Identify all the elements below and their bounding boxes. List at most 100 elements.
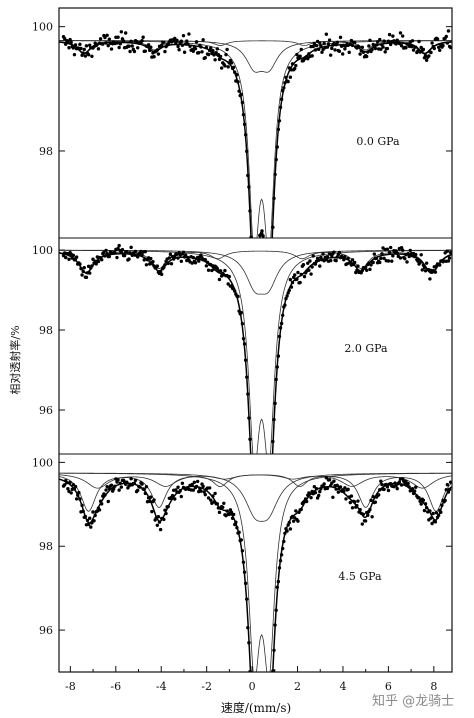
data-point xyxy=(124,31,128,35)
data-point xyxy=(195,479,200,484)
data-point xyxy=(265,272,268,275)
data-point xyxy=(421,47,426,52)
data-point xyxy=(423,502,428,506)
component-curve xyxy=(59,472,452,522)
data-point xyxy=(235,526,239,530)
data-point xyxy=(88,271,92,275)
data-point xyxy=(337,250,342,255)
data-point xyxy=(383,50,387,54)
data-point xyxy=(96,47,101,51)
data-point xyxy=(448,480,452,484)
data-point xyxy=(247,185,251,189)
data-point xyxy=(152,498,156,502)
data-point xyxy=(299,507,303,512)
data-point xyxy=(307,52,311,56)
data-point xyxy=(370,47,374,52)
data-point xyxy=(223,268,227,273)
data-point xyxy=(176,44,180,49)
data-point xyxy=(344,497,348,501)
data-point xyxy=(317,493,321,498)
data-point xyxy=(129,477,133,481)
x-tick-label: -6 xyxy=(110,680,121,693)
data-point xyxy=(163,508,167,512)
data-point xyxy=(128,49,132,54)
data-point xyxy=(261,234,265,238)
data-point xyxy=(325,255,330,259)
data-point xyxy=(307,268,311,272)
data-point xyxy=(98,37,103,41)
data-point xyxy=(319,44,323,48)
data-point xyxy=(209,498,213,502)
data-point xyxy=(368,267,372,272)
data-point xyxy=(186,42,190,46)
data-point xyxy=(142,487,146,492)
data-point xyxy=(378,488,382,492)
data-point xyxy=(226,65,230,69)
data-point xyxy=(334,258,338,263)
data-point xyxy=(116,478,120,482)
data-point xyxy=(116,246,120,251)
data-point xyxy=(122,253,127,258)
data-point xyxy=(368,38,372,43)
data-point xyxy=(191,49,195,53)
data-point xyxy=(243,581,248,586)
data-point xyxy=(264,486,267,489)
data-point xyxy=(119,485,124,489)
data-point xyxy=(424,505,429,510)
data-point xyxy=(328,484,333,488)
data-point xyxy=(313,262,318,266)
data-point xyxy=(105,33,109,37)
data-point xyxy=(83,514,88,519)
data-point xyxy=(350,43,355,48)
data-point xyxy=(91,257,95,261)
data-point xyxy=(295,277,299,281)
data-point xyxy=(337,49,342,53)
data-point xyxy=(258,462,261,465)
data-point xyxy=(309,272,313,276)
data-point xyxy=(259,686,262,689)
data-point xyxy=(447,256,452,260)
data-point xyxy=(113,484,117,488)
data-point xyxy=(299,272,303,277)
data-point xyxy=(332,250,336,254)
data-point xyxy=(429,50,433,55)
data-point xyxy=(306,57,310,61)
data-point xyxy=(163,49,167,54)
data-point xyxy=(155,264,160,268)
data-point xyxy=(275,585,279,589)
data-point xyxy=(355,503,359,508)
data-point xyxy=(261,685,264,688)
data-point xyxy=(407,254,411,259)
data-point xyxy=(436,513,441,518)
data-point xyxy=(422,265,427,270)
data-point xyxy=(98,499,103,503)
data-point xyxy=(239,92,243,97)
data-point xyxy=(118,42,122,46)
data-point xyxy=(403,256,407,261)
data-point xyxy=(116,35,120,39)
data-point xyxy=(149,256,153,261)
panel-label: 4.5 GPa xyxy=(338,570,382,583)
data-point xyxy=(193,261,198,265)
data-point xyxy=(271,439,275,444)
data-point xyxy=(346,487,350,492)
data-point xyxy=(343,47,347,51)
data-point xyxy=(212,53,216,57)
data-point xyxy=(174,41,178,45)
data-point xyxy=(203,55,207,60)
data-point xyxy=(369,498,373,503)
data-point xyxy=(335,255,339,259)
data-point xyxy=(106,43,110,48)
data-point xyxy=(308,492,312,496)
data-point xyxy=(101,42,105,46)
data-point xyxy=(202,490,206,494)
data-point xyxy=(255,499,258,502)
data-point xyxy=(105,251,109,256)
data-point xyxy=(169,261,174,266)
data-point xyxy=(424,261,429,265)
data-point xyxy=(287,520,291,525)
data-point xyxy=(206,268,211,272)
data-point xyxy=(105,484,109,489)
data-point xyxy=(72,52,77,57)
data-point xyxy=(298,280,302,285)
